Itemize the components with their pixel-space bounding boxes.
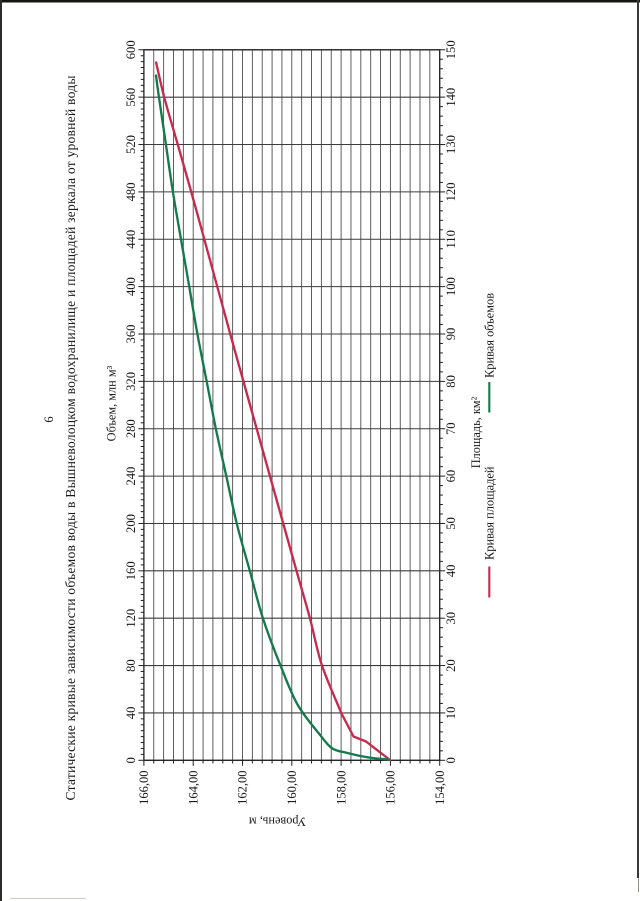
svg-text:Уровень, м: Уровень, м bbox=[248, 814, 305, 828]
svg-text:Площадь, км²: Площадь, км² bbox=[469, 396, 483, 468]
svg-text:156,00: 156,00 bbox=[383, 770, 397, 804]
svg-text:70: 70 bbox=[444, 422, 458, 435]
svg-text:Кривая объемов: Кривая объемов bbox=[482, 292, 496, 377]
svg-text:140: 140 bbox=[444, 87, 458, 106]
svg-text:440: 440 bbox=[124, 229, 138, 248]
svg-text:160,00: 160,00 bbox=[285, 770, 299, 804]
svg-text:164,00: 164,00 bbox=[186, 770, 200, 804]
svg-text:162,00: 162,00 bbox=[235, 770, 249, 804]
svg-text:360: 360 bbox=[124, 324, 138, 343]
svg-text:0: 0 bbox=[124, 757, 138, 763]
svg-text:480: 480 bbox=[124, 182, 138, 201]
svg-text:Статические кривые зависимости: Статические кривые зависимости объемов в… bbox=[63, 75, 78, 800]
svg-text:158,00: 158,00 bbox=[334, 770, 348, 804]
svg-text:154,00: 154,00 bbox=[432, 770, 446, 804]
svg-text:120: 120 bbox=[444, 182, 458, 201]
svg-text:160: 160 bbox=[124, 561, 138, 580]
svg-text:30: 30 bbox=[444, 611, 458, 624]
svg-text:60: 60 bbox=[444, 469, 458, 482]
svg-text:80: 80 bbox=[124, 659, 138, 672]
svg-text:120: 120 bbox=[124, 608, 138, 627]
svg-text:Кривая площадей: Кривая площадей bbox=[482, 466, 496, 560]
svg-text:240: 240 bbox=[124, 466, 138, 485]
svg-text:10: 10 bbox=[444, 706, 458, 719]
svg-text:400: 400 bbox=[124, 277, 138, 296]
svg-text:40: 40 bbox=[444, 564, 458, 577]
svg-text:320: 320 bbox=[124, 371, 138, 390]
svg-text:40: 40 bbox=[124, 706, 138, 719]
svg-text:6: 6 bbox=[42, 416, 56, 422]
svg-text:90: 90 bbox=[444, 327, 458, 340]
svg-text:0: 0 bbox=[444, 757, 458, 763]
svg-text:600: 600 bbox=[124, 40, 138, 59]
svg-text:50: 50 bbox=[444, 517, 458, 530]
svg-text:Объем, млн м³: Объем, млн м³ bbox=[104, 365, 118, 441]
svg-text:280: 280 bbox=[124, 419, 138, 438]
svg-text:110: 110 bbox=[444, 230, 458, 248]
svg-text:520: 520 bbox=[124, 135, 138, 154]
svg-text:166,00: 166,00 bbox=[137, 770, 151, 804]
svg-text:80: 80 bbox=[444, 375, 458, 388]
svg-text:200: 200 bbox=[124, 514, 138, 533]
svg-text:20: 20 bbox=[444, 659, 458, 672]
svg-text:100: 100 bbox=[444, 277, 458, 296]
svg-text:560: 560 bbox=[124, 87, 138, 106]
svg-text:130: 130 bbox=[444, 135, 458, 154]
svg-text:150: 150 bbox=[444, 40, 458, 59]
